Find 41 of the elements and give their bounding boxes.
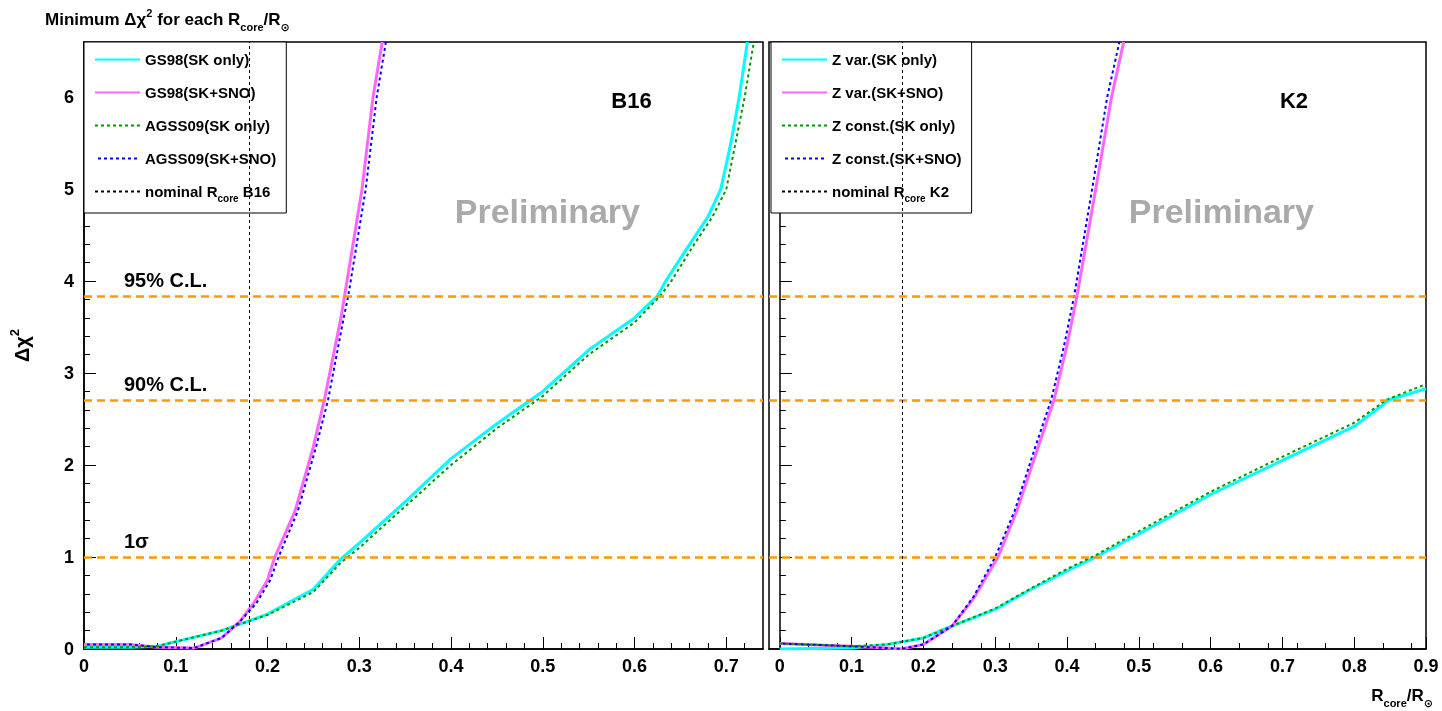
y-tick-label: 1 bbox=[63, 547, 74, 568]
legend-label: Z var.(SK+SNO) bbox=[832, 84, 944, 101]
legend-label: AGSS09(SK only) bbox=[145, 117, 271, 134]
x-tick-label: 0.3 bbox=[346, 656, 372, 676]
annotation: Preliminary bbox=[1128, 192, 1315, 230]
y-axis-title: Δχ2 bbox=[7, 328, 33, 363]
annotation: B16 bbox=[611, 87, 652, 113]
x-tick-label: 0.9 bbox=[1413, 656, 1439, 676]
legend-label: GS98(SK+SNO) bbox=[145, 84, 256, 101]
ref-line-label: 90% C.L. bbox=[124, 372, 208, 395]
ref-line-label: 95% C.L. bbox=[124, 268, 208, 291]
ref-line-label: 1σ bbox=[124, 530, 150, 553]
annotation: K2 bbox=[1279, 87, 1309, 113]
x-tick-label: 0.8 bbox=[1341, 656, 1367, 676]
y-tick-label: 4 bbox=[63, 271, 74, 292]
x-tick-label: 0 bbox=[78, 656, 90, 676]
y-tick-label: 5 bbox=[63, 179, 74, 200]
legend-label: Z const.(SK only) bbox=[832, 117, 956, 134]
legend-label: GS98(SK only) bbox=[145, 51, 250, 68]
x-tick-label: 0.7 bbox=[713, 656, 739, 676]
legend-label: Z var.(SK only) bbox=[832, 51, 938, 68]
x-tick-label: 0.4 bbox=[438, 656, 464, 676]
y-tick-label: 0 bbox=[63, 639, 74, 659]
x-tick-label: 0.7 bbox=[1269, 656, 1295, 676]
x-tick-label: 0.4 bbox=[1054, 656, 1080, 676]
x-tick-label: 0.5 bbox=[530, 656, 556, 676]
y-tick-label: 3 bbox=[63, 363, 74, 384]
legend-label: Z const.(SK+SNO) bbox=[832, 150, 962, 167]
x-tick-label: 0.5 bbox=[1126, 656, 1152, 676]
legend-label: AGSS09(SK+SNO) bbox=[145, 150, 277, 167]
y-tick-label: 6 bbox=[63, 87, 74, 108]
y-tick-label: 2 bbox=[63, 455, 74, 476]
x-tick-label: 0.6 bbox=[1198, 656, 1224, 676]
x-tick-label: 0.1 bbox=[163, 656, 189, 676]
x-tick-label: 0.1 bbox=[839, 656, 865, 676]
x-tick-label: 0 bbox=[774, 656, 785, 676]
annotation: Preliminary bbox=[454, 192, 641, 230]
x-tick-label: 0.3 bbox=[982, 656, 1008, 676]
x-tick-label: 0.2 bbox=[910, 656, 936, 676]
x-tick-label: 0.6 bbox=[622, 656, 648, 676]
x-tick-label: 0.2 bbox=[255, 656, 281, 676]
